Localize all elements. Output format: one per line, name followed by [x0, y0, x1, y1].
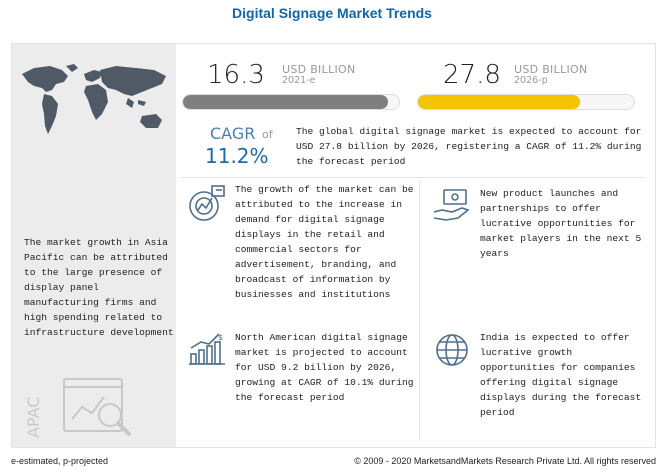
cagr-label: CAGR [210, 124, 256, 143]
metric-2021-bar-fill [183, 95, 389, 109]
metric-2021-unit: USD BILLION [282, 63, 356, 76]
metric-2026-unit: USD BILLION [514, 63, 588, 76]
asia-pacific-text: The market growth in Asia Pacific can be… [24, 237, 174, 338]
cagr-value: 11.2% [205, 144, 269, 168]
svg-text:$: $ [218, 333, 223, 342]
globe-icon [436, 334, 468, 366]
dollar-growth-chart-icon: $ [189, 333, 225, 365]
metric-2021-value: 16.3 [207, 60, 265, 90]
footer-copyright: © 2009 - 2020 MarketsandMarkets Research… [354, 456, 656, 466]
metric-2026-bar [417, 94, 635, 110]
horizontal-divider [181, 177, 646, 178]
card-north-america-text: North American digital signage market is… [235, 332, 414, 403]
gear-chart-icon [189, 185, 225, 221]
page-title: Digital Signage Market Trends [232, 5, 432, 21]
footer-legend: e-estimated, p-projected [11, 456, 109, 466]
cagr-description: The global digital signage market is exp… [296, 126, 642, 167]
metric-2026-year: 2026-p [514, 75, 548, 86]
card-india-text: India is expected to offer lucrative gro… [480, 332, 642, 418]
metric-2026-value: 27.8 [443, 60, 501, 90]
apac-label: APAC [24, 396, 43, 438]
vertical-divider [419, 180, 420, 440]
card-product-launches-text: New product launches and partnerships to… [480, 188, 642, 259]
cagr-of: of [262, 128, 273, 141]
metric-2021-bar [182, 94, 400, 110]
metric-2026-bar-fill [418, 95, 580, 109]
chart-magnifier-icon [63, 378, 132, 437]
world-map-icon [22, 64, 166, 134]
metric-2021-year: 2021-e [282, 75, 316, 86]
money-hand-icon [433, 189, 470, 221]
card-market-growth-text: The growth of the market can be attribut… [235, 184, 414, 300]
